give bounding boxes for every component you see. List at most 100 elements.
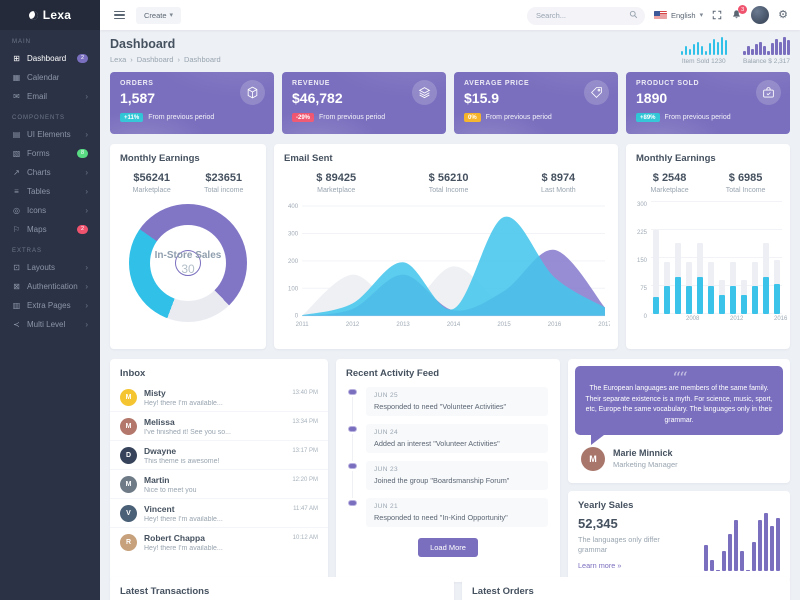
brand-logo[interactable]: Lexa — [0, 0, 100, 30]
sidebar-item-calendar[interactable]: ▦ Calendar — [0, 68, 100, 87]
item-sold-spark: Item Sold 1230 — [680, 37, 728, 65]
activity-item-jun-24: JUN 24 Added an interest "Volunteer Activ… — [348, 424, 548, 461]
nav-section-main: MAIN — [12, 39, 31, 45]
sidebar-item-maps[interactable]: ⚐ Maps 2 — [0, 220, 100, 239]
cube-icon — [240, 80, 265, 105]
chevron-right-icon: › — [85, 301, 88, 311]
sidebar-item-multi-level[interactable]: ≺ Multi Level › — [0, 315, 100, 334]
svg-text:2012: 2012 — [346, 322, 360, 328]
settings-gear-icon[interactable]: ⚙ — [778, 8, 788, 21]
stat-label: Total income — [204, 187, 244, 194]
stat-value: $ 2548 — [652, 172, 687, 184]
bars-plot: 0 75 150 225 300 — [634, 201, 782, 320]
svg-text:2011: 2011 — [296, 322, 310, 328]
sidebar-item-extra-pages[interactable]: ▥ Extra Pages › — [0, 296, 100, 315]
layers-icon — [412, 80, 437, 105]
contact-name: Martin — [144, 474, 170, 485]
svg-text:2013: 2013 — [396, 322, 410, 328]
inbox-message-body: Misty Hey! there I'm available... — [144, 388, 223, 407]
contact-avatar: M — [120, 475, 137, 493]
svg-text:0: 0 — [295, 314, 299, 320]
contact-name: Dwayne — [144, 445, 177, 456]
sidebar-item-label: Multi Level — [27, 320, 66, 330]
card-title: Monthly Earnings — [636, 153, 716, 164]
menu-toggle-icon[interactable] — [112, 9, 127, 22]
svg-text:2015: 2015 — [497, 322, 511, 328]
stat-value: $ 8974 — [541, 172, 576, 184]
activity-date: JUN 23 — [374, 466, 399, 473]
sidebar-item-email[interactable]: ✉ Email › — [0, 87, 100, 106]
breadcrumb-item[interactable]: Dashboard — [136, 55, 174, 64]
inbox-message-dwayne[interactable]: D Dwayne This theme is awesome! 13:17 PM — [110, 440, 328, 469]
caret-down-icon: ▾ — [699, 12, 704, 19]
stat-card-title: REVENUE — [292, 80, 331, 87]
chevron-right-icon: › — [85, 320, 88, 330]
breadcrumb-separator-icon: › — [130, 55, 133, 64]
svg-text:2014: 2014 — [447, 322, 461, 328]
search-box — [527, 5, 645, 25]
create-button[interactable]: Create ▾ — [136, 6, 182, 24]
us-flag-icon — [654, 11, 667, 19]
forms-icon: ▧ — [12, 149, 21, 159]
bar-column — [730, 261, 736, 314]
maps-icon: ⚐ — [12, 225, 21, 235]
sidebar-item-dashboard[interactable]: ⊞ Dashboard 2 — [0, 49, 100, 68]
message-preview: Hey! there I'm available... — [144, 544, 223, 552]
inbox-message-misty[interactable]: M Misty Hey! there I'm available... 13:40 P… — [110, 383, 328, 411]
activity-box: JUN 21 Responded to need "In-Kind Opportu… — [366, 498, 548, 527]
stat-card-title: AVERAGE PRICE — [464, 80, 530, 87]
sidebar-item-authentication[interactable]: ⊠ Authentication › — [0, 277, 100, 296]
bar-column — [774, 259, 780, 314]
brand-name: Lexa — [42, 8, 72, 22]
bars-plot-area — [651, 201, 782, 314]
inbox-message-vincent[interactable]: V Vincent Hey! there I'm available... 11:47… — [110, 498, 328, 527]
inbox-message-robert-chappa[interactable]: R Robert Chappa Hey! there I'm available..… — [110, 527, 328, 556]
sidebar-item-charts[interactable]: ↗ Charts › — [0, 163, 100, 182]
load-more-button[interactable]: Load More — [418, 538, 478, 557]
sidebar-item-forms[interactable]: ▧ Forms 8 — [0, 144, 100, 163]
message-preview: Hey! there I'm available... — [144, 515, 223, 523]
activity-date: JUN 24 — [374, 429, 399, 436]
timeline-dot-icon — [348, 426, 357, 432]
caret-down-icon: ▾ — [169, 12, 174, 19]
stat-card-title: ORDERS — [120, 80, 154, 87]
gridline — [651, 201, 782, 202]
stat-card-note-text: From previous period — [485, 114, 552, 121]
sidebar-badge: 8 — [76, 149, 88, 159]
card-title: Monthly Earnings — [120, 153, 200, 164]
stat-label: Marketplace — [317, 187, 356, 194]
inbox-message-melissa[interactable]: M Melissa I've finished it! See you so... 1… — [110, 411, 328, 440]
inbox-message-martin[interactable]: M Martin Nice to meet you 12:20 PM — [110, 469, 328, 498]
stat-card-badge: +89% — [636, 113, 660, 122]
user-avatar[interactable] — [751, 6, 770, 24]
learn-more-link[interactable]: Learn more » — [578, 561, 622, 571]
activity-text: Joined the group "Boardsmanship Forum" — [374, 476, 510, 485]
sidebar-badge: 2 — [76, 54, 88, 64]
sidebar-item-layouts[interactable]: ⊡ Layouts › — [0, 258, 100, 277]
monthly-earnings-donut-card: Monthly Earnings $56241 Marketplace $2365… — [110, 144, 266, 349]
notifications-button[interactable]: 3 — [731, 5, 748, 21]
sidebar-item-label: Authentication — [27, 282, 78, 292]
message-preview: Nice to meet you — [144, 486, 197, 494]
card-title: Email Sent — [284, 153, 333, 164]
sidebar-item-tables[interactable]: ≡ Tables › — [0, 182, 100, 201]
activity-card: Recent Activity Feed JUN 25 Responded to … — [336, 359, 560, 583]
stat-card-note: -29% From previous period — [292, 113, 436, 122]
page-title: Dashboard — [110, 37, 176, 51]
sidebar-item-ui-elements[interactable]: ▤ UI Elements › — [0, 125, 100, 144]
svg-text:300: 300 — [288, 231, 299, 237]
stat-card-note: 0% From previous period — [464, 113, 608, 122]
search-input[interactable] — [527, 6, 645, 25]
message-time: 13:34 PM — [292, 419, 318, 425]
bar-column — [686, 261, 692, 314]
breadcrumb-item[interactable]: Dashboard — [183, 55, 221, 64]
sidebar-item-icons[interactable]: ◎ Icons › — [0, 201, 100, 220]
message-time: 13:40 PM — [292, 390, 318, 396]
calendar-icon: ▦ — [12, 73, 21, 83]
language-selector[interactable]: English ▾ — [654, 11, 703, 20]
stat-label: Marketplace — [132, 187, 171, 194]
email-sent-card: Email Sent $ 89425 Marketplace $ 56210 Tot… — [274, 144, 618, 349]
fullscreen-icon[interactable] — [712, 10, 722, 20]
breadcrumb-item[interactable]: Lexa — [110, 55, 127, 64]
